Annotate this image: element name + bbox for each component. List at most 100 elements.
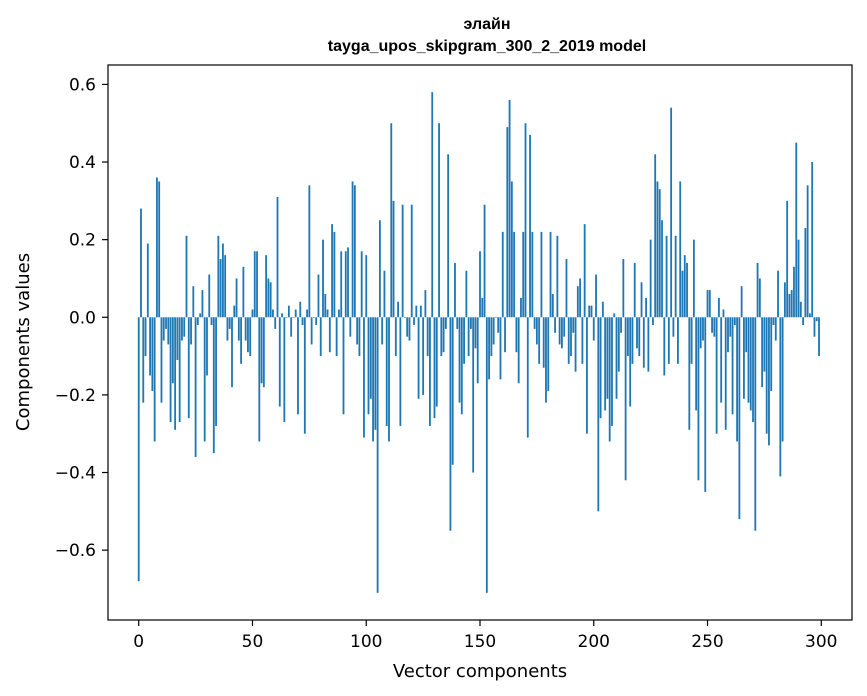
bar-component-19	[181, 317, 183, 341]
bar-component-264	[738, 317, 741, 520]
bar-component-78	[315, 317, 318, 326]
bar-component-267	[745, 317, 748, 353]
bar-component-292	[802, 317, 804, 326]
bar-component-226	[652, 317, 654, 326]
bar-component-63	[281, 313, 283, 318]
bar-component-21	[185, 235, 188, 318]
bar-component-217	[631, 317, 634, 364]
bar-component-23	[190, 317, 192, 345]
bar-component-268	[747, 317, 750, 403]
bar-component-230	[661, 220, 663, 318]
bar-component-252	[711, 317, 713, 333]
bar-component-16	[174, 317, 177, 430]
bar-component-293	[804, 228, 807, 318]
bar-component-157	[495, 317, 497, 318]
bar-component-164	[510, 181, 513, 318]
bar-component-247	[699, 317, 702, 349]
bar-component-279	[772, 317, 775, 326]
x-tick-label: 200	[578, 632, 610, 652]
bar-component-236	[674, 235, 677, 318]
bar-component-6	[151, 317, 154, 392]
bar-component-212	[620, 317, 622, 333]
bar-component-18	[178, 317, 181, 423]
bar-component-194	[579, 278, 582, 318]
bar-component-204	[601, 301, 604, 318]
bar-component-146	[469, 317, 472, 329]
bar-component-156	[492, 317, 495, 345]
bar-component-143	[463, 317, 465, 364]
bar-component-168	[520, 297, 522, 318]
bar-component-32	[210, 317, 213, 326]
bar-component-203	[599, 317, 602, 419]
bar-component-262	[733, 317, 736, 326]
bar-component-5	[149, 317, 151, 376]
bar-component-229	[658, 189, 661, 318]
bar-component-125	[422, 317, 425, 395]
bar-component-72	[301, 317, 304, 326]
bar-component-133	[440, 317, 443, 357]
y-tick-label: −0.2	[55, 386, 96, 406]
bar-component-12	[165, 317, 167, 329]
bar-component-207	[608, 317, 611, 442]
bar-component-205	[604, 317, 607, 411]
bar-component-220	[638, 317, 641, 357]
bar-component-65	[285, 317, 288, 318]
bar-component-234	[670, 107, 673, 318]
bar-component-297	[813, 317, 816, 337]
bar-component-141	[458, 317, 461, 403]
bar-component-250	[706, 290, 709, 318]
bar-component-237	[677, 317, 679, 364]
bar-component-110	[388, 317, 390, 442]
bar-component-97	[358, 317, 361, 357]
bar-component-29	[203, 317, 206, 442]
bar-component-174	[533, 317, 536, 329]
bar-component-102	[369, 317, 372, 399]
bar-component-244	[692, 239, 695, 318]
bar-component-15	[171, 317, 174, 384]
bar-component-283	[781, 317, 784, 442]
bar-component-271	[754, 317, 757, 531]
bar-component-208	[611, 317, 613, 426]
bar-component-231	[663, 317, 666, 376]
bar-component-299	[818, 317, 820, 357]
bar-component-3	[144, 317, 147, 357]
bar-component-248	[702, 317, 704, 341]
bar-component-158	[497, 317, 500, 333]
bar-component-144	[465, 270, 468, 318]
bar-component-43	[235, 278, 238, 318]
bar-component-75	[308, 185, 311, 318]
bar-component-127	[426, 317, 429, 357]
bar-component-108	[383, 270, 386, 318]
bar-component-2	[142, 317, 145, 403]
bar-component-56	[265, 255, 268, 318]
bar-component-213	[622, 259, 625, 318]
bar-component-201	[595, 274, 597, 318]
bar-component-227	[654, 154, 657, 318]
bar-component-179	[545, 317, 547, 403]
bar-component-47	[244, 317, 247, 341]
bar-component-38	[224, 255, 227, 318]
bar-component-153	[485, 317, 488, 593]
bar-component-62	[278, 317, 281, 407]
bar-component-200	[592, 317, 595, 341]
bar-component-145	[467, 317, 470, 357]
bar-component-98	[360, 251, 363, 318]
bar-component-37	[221, 243, 224, 318]
bar-component-206	[606, 317, 609, 399]
x-tick-label: 150	[464, 632, 496, 652]
bar-component-14	[169, 317, 172, 423]
bar-component-136	[447, 154, 450, 318]
bar-component-242	[688, 317, 691, 430]
bar-component-266	[743, 317, 745, 399]
bar-component-286	[788, 293, 791, 318]
bar-component-199	[590, 305, 593, 318]
bar-component-277	[768, 317, 770, 446]
bar-component-150	[479, 251, 481, 318]
bar-component-176	[538, 317, 541, 364]
bar-component-90	[342, 317, 345, 415]
bar-component-298	[815, 317, 818, 322]
bar-component-241	[686, 262, 688, 318]
bar-component-95	[353, 185, 356, 318]
bar-component-33	[212, 317, 215, 454]
bar-component-285	[786, 200, 789, 318]
